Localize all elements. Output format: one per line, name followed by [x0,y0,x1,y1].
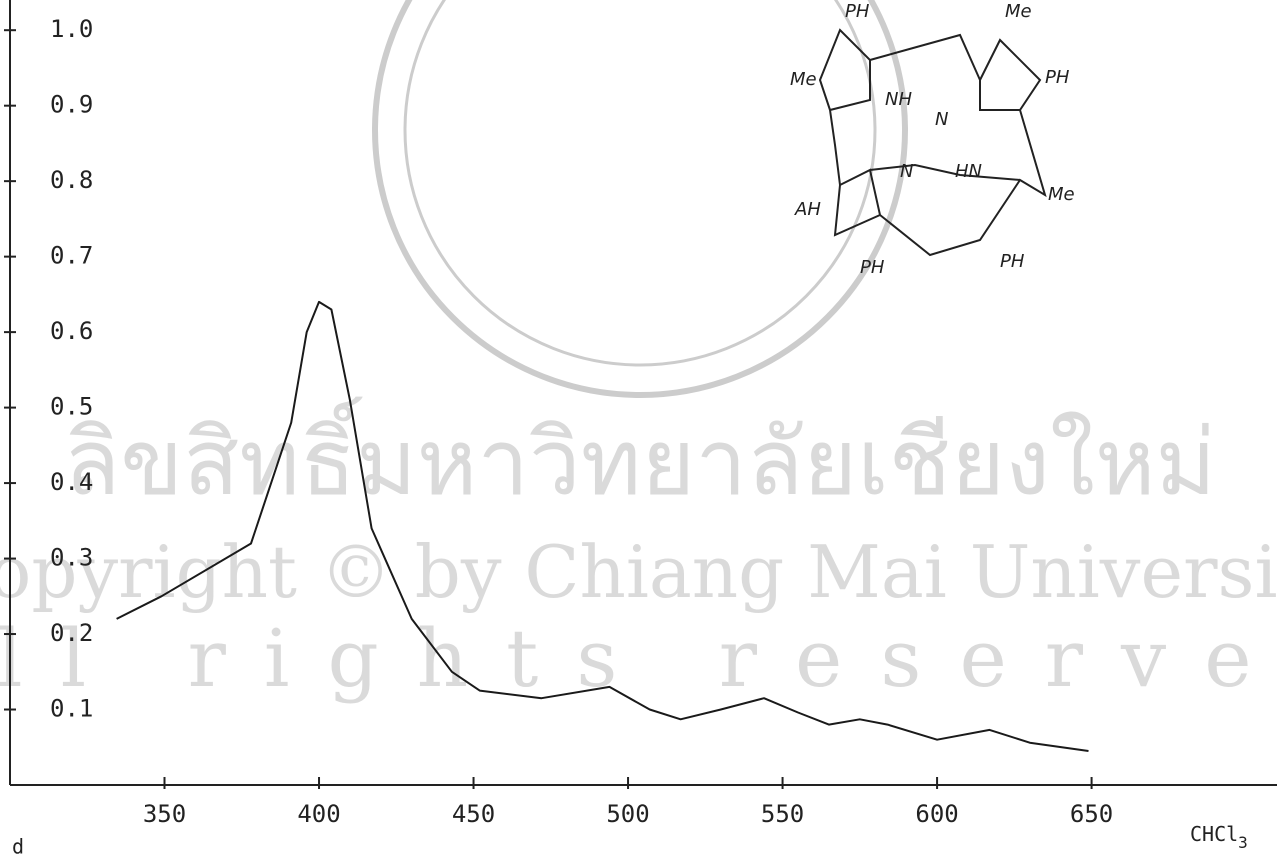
y-tick-label: 1.0 [50,15,93,43]
structure-label: Me [1048,184,1075,205]
x-tick-label: 600 [915,800,958,828]
x-tick-label: 650 [1070,800,1113,828]
x-tick-label: 350 [143,800,186,828]
y-tick-label: 0.7 [50,242,93,270]
structure-label: Me [790,69,817,90]
structure-label: N [900,161,913,182]
structure-label: AH [794,199,821,220]
chart: ลิขสิทธิ์มหาวิทยาลัยเชียงใหม่ Copyright … [0,0,1277,860]
structure-label: PH [1000,251,1025,272]
structure-label: HN [955,161,982,182]
structure-label: PH [845,1,870,22]
structure-label: N [935,109,948,130]
y-tick-label: 0.2 [50,619,93,647]
y-tick-label: 0.6 [50,317,93,345]
y-tick-label: 0.5 [50,393,93,421]
structure-label: PH [1045,67,1070,88]
watermark-text: ลิขสิทธิ์มหาวิทยาลัยเชียงใหม่ [64,396,1216,516]
watermark: ลิขสิทธิ์มหาวิทยาลัยเชียงใหม่ Copyright … [0,0,1277,705]
structure [820,30,1045,255]
watermark-text: Copyright © by Chiang Mai University [0,530,1277,614]
y-tick-label: 0.9 [50,91,93,119]
y-tick-label: 0.1 [50,695,93,723]
x-tick-label: 400 [297,800,340,828]
solvent-subscript: 3 [1238,833,1248,852]
x-tick-label: 450 [452,800,495,828]
x-tick-label: 550 [761,800,804,828]
structure-label: NH [885,89,912,110]
y-tick-label: 0.3 [50,544,93,572]
structure-label: Me [1005,1,1032,22]
x-tick-label: 500 [606,800,649,828]
seal-ring [405,0,875,365]
y-tick-label: 0.8 [50,166,93,194]
corner-mark: d [12,835,24,859]
porphyrin-ring [820,30,1045,255]
seal-ring [375,0,905,395]
solvent-label: CHCl3 [1190,822,1248,852]
structure-label: PH [860,257,885,278]
watermark-text: All rights reserved [0,612,1277,705]
solvent: CHCl [1190,822,1238,846]
y-tick-label: 0.4 [50,468,93,496]
